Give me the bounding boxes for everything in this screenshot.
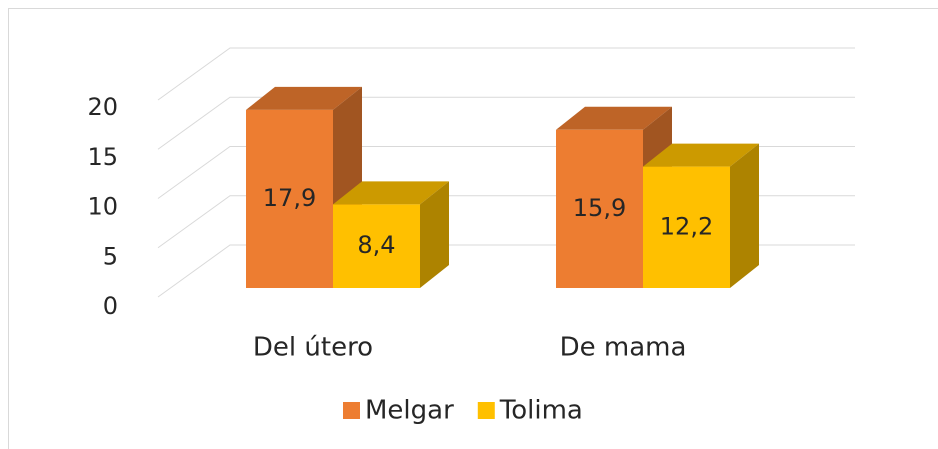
data-label: 8,4 bbox=[357, 231, 395, 259]
data-label: 17,9 bbox=[263, 184, 316, 212]
bar bbox=[556, 129, 643, 288]
legend-label: Tolima bbox=[499, 396, 583, 426]
bar-top bbox=[246, 86, 362, 110]
legend-swatch bbox=[477, 402, 495, 419]
bar-top bbox=[556, 106, 672, 130]
x-tick-label: De mama bbox=[560, 333, 687, 363]
grid-line bbox=[157, 47, 855, 101]
bar-side bbox=[420, 181, 449, 288]
bar bbox=[333, 204, 420, 288]
data-label: 15,9 bbox=[573, 194, 626, 222]
chart-frame bbox=[8, 8, 938, 449]
grid-line bbox=[157, 96, 855, 150]
legend-swatch bbox=[343, 402, 360, 419]
y-tick-label: 10 bbox=[87, 193, 118, 221]
bar-top bbox=[643, 143, 759, 167]
y-tick-label: 20 bbox=[87, 93, 118, 121]
bar bbox=[246, 109, 333, 289]
y-tick-label: 5 bbox=[103, 242, 118, 270]
y-tick-label: 0 bbox=[103, 292, 118, 320]
data-label: 12,2 bbox=[660, 212, 713, 240]
y-tick-label: 15 bbox=[87, 143, 118, 171]
bar bbox=[643, 166, 730, 288]
bar-top bbox=[333, 181, 449, 205]
x-tick-label: Del útero bbox=[253, 333, 373, 363]
bar-side bbox=[730, 143, 759, 288]
legend-label: Melgar bbox=[365, 396, 454, 426]
